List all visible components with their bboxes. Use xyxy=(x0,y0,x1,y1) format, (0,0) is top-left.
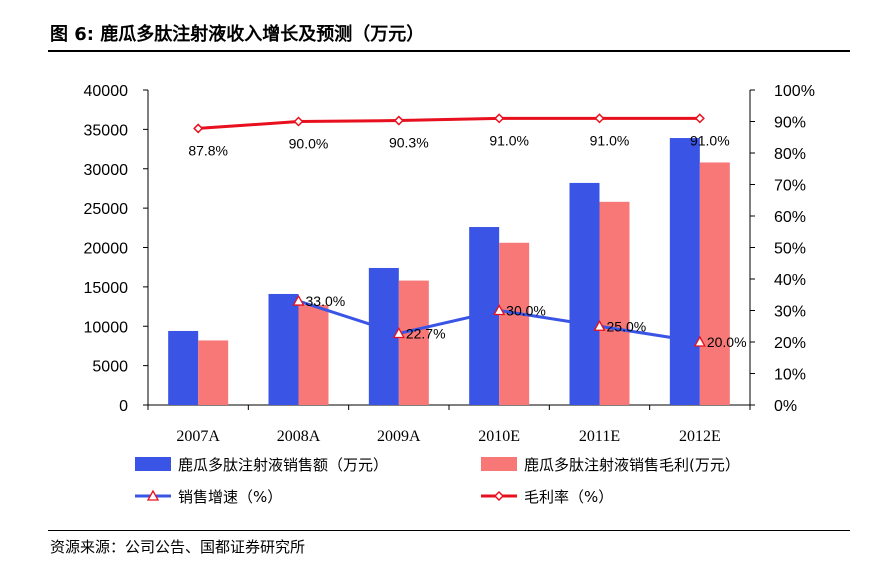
margin-marker-2010E xyxy=(494,113,505,124)
x-tick-label: 2010E xyxy=(478,428,520,445)
growth-label-2010E: 30.0% xyxy=(506,303,546,319)
bar-sales-2011E xyxy=(569,182,600,405)
bar-profit-2011E xyxy=(599,201,630,405)
y-right-tick-label: 50% xyxy=(774,241,806,258)
legend-swatch-sales xyxy=(135,457,171,471)
growth-label-2008A: 33.0% xyxy=(306,293,346,309)
growth-label-2009A: 22.7% xyxy=(406,325,446,341)
growth-marker-2012E xyxy=(693,335,706,347)
growth-label-2012E: 20.0% xyxy=(707,334,747,350)
source-note: 资源来源：公司公告、国都证券研究所 xyxy=(50,538,306,556)
y-left-tick-label: 5000 xyxy=(92,359,128,376)
margin-marker-2012E xyxy=(694,113,705,124)
margin-label-2012E: 91.0% xyxy=(690,132,730,148)
x-tick-label: 2009A xyxy=(377,428,421,445)
margin-label-2008A: 90.0% xyxy=(289,136,329,152)
y-left-tick-label: 20000 xyxy=(84,241,129,258)
bar-sales-2012E xyxy=(669,138,700,405)
growth-marker-2008A xyxy=(292,294,305,306)
margin-line xyxy=(198,116,700,130)
margin-label-2009A: 90.3% xyxy=(389,135,429,151)
legend-label-sales: 鹿瓜多肽注射液销售额（万元） xyxy=(178,456,388,474)
figure-title: 图 6: 鹿瓜多肽注射液收入增长及预测（万元） xyxy=(50,24,425,45)
bars-layer xyxy=(168,138,730,405)
legend-marker-margin xyxy=(493,490,505,502)
x-tick-label: 2008A xyxy=(277,428,321,445)
legend-label-margin: 毛利率（%） xyxy=(524,488,613,506)
growth-marker-2010E xyxy=(493,304,506,316)
y-left-tick-label: 40000 xyxy=(84,83,129,100)
y-left-tick-label: 30000 xyxy=(84,162,129,179)
margin-marker-2008A xyxy=(293,116,304,127)
margin-label-2011E: 91.0% xyxy=(590,132,630,148)
y-right-tick-label: 60% xyxy=(774,209,806,226)
bar-profit-2009A xyxy=(398,280,429,405)
growth-marker-2009A xyxy=(392,327,405,339)
y-right-tick-label: 40% xyxy=(774,272,806,289)
bottom-rule xyxy=(48,530,850,531)
margin-marker-2007A xyxy=(193,123,204,134)
y-left-tick-label: 10000 xyxy=(84,319,129,336)
margin-label-2007A: 87.8% xyxy=(188,142,228,158)
growth-marker-2011E xyxy=(593,319,606,331)
lines-layer xyxy=(193,113,706,347)
legend-marker-growth xyxy=(146,489,160,501)
data-labels-layer: 87.8% 90.0% 90.3% 91.0% 91.0% 91.0% 33.0% 22.7%… xyxy=(188,132,746,350)
legend-swatch-profit xyxy=(481,457,517,471)
y-left-tick-label: 0 xyxy=(119,398,128,415)
margin-label-2010E: 91.0% xyxy=(489,132,529,148)
y-right-tick-label: 100% xyxy=(774,83,815,100)
bar-sales-2007A xyxy=(168,330,199,405)
y-right-tick-label: 70% xyxy=(774,178,806,195)
legend-label-profit: 鹿瓜多肽注射液销售毛利(万元） xyxy=(524,456,740,474)
y-right-tick-label: 80% xyxy=(774,146,806,163)
y-left-tick-label: 35000 xyxy=(84,122,129,139)
legend: 鹿瓜多肽注射液销售额（万元） 鹿瓜多肽注射液销售毛利(万元） 销售增速（%） 毛利率（… xyxy=(135,456,740,506)
y-right-tick-label: 0% xyxy=(774,398,797,415)
axes: 0 5000 10000 15000 20000 25000 30000 35000 40000… xyxy=(84,83,815,445)
bar-profit-2007A xyxy=(198,340,229,405)
x-tick-label: 2007A xyxy=(176,428,220,445)
x-tick-label: 2012E xyxy=(679,428,721,445)
y-left-tick-label: 15000 xyxy=(84,280,129,297)
legend-label-growth: 销售增速（%） xyxy=(178,488,282,506)
top-rule xyxy=(48,50,850,52)
y-right-tick-label: 20% xyxy=(774,335,806,352)
growth-label-2011E: 25.0% xyxy=(607,318,647,334)
margin-marker-2009A xyxy=(393,115,404,126)
chart: 0 5000 10000 15000 20000 25000 30000 35000 40000… xyxy=(84,83,815,506)
bar-profit-2010E xyxy=(499,242,530,405)
bar-sales-2008A xyxy=(268,293,299,405)
bar-profit-2008A xyxy=(298,304,329,405)
y-left-tick-label: 25000 xyxy=(84,201,129,218)
y-right-tick-label: 30% xyxy=(774,304,806,321)
bar-profit-2012E xyxy=(699,162,730,405)
x-tick-label: 2011E xyxy=(579,428,620,445)
margin-marker-2011E xyxy=(594,113,605,124)
y-right-tick-label: 10% xyxy=(774,367,806,384)
y-right-tick-label: 90% xyxy=(774,115,806,132)
